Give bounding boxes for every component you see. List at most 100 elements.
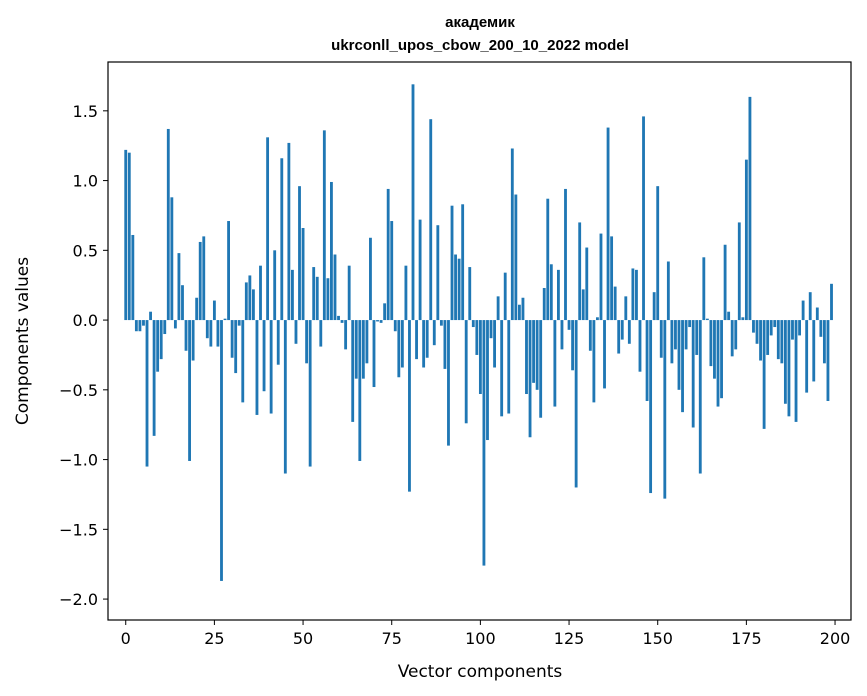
bar [649,320,653,494]
bar [553,320,557,407]
x-axis-label: Vector components [398,662,563,682]
bar [124,149,128,321]
bar [131,234,135,321]
bar [727,311,731,321]
bar [493,320,496,368]
bar [741,317,745,321]
bar [510,148,514,321]
bar [177,253,181,321]
bar [308,320,312,467]
bar [372,320,376,388]
y-axis-label: Components values [13,257,33,425]
bar [716,320,720,407]
bar [432,320,436,346]
bar [556,269,560,321]
bar [720,320,723,399]
bar [454,254,457,321]
x-tick-label: 25 [204,629,224,648]
bar [471,320,475,328]
bar [808,292,812,321]
bar [283,320,287,474]
bar [681,320,684,413]
x-tick-label: 200 [820,629,851,648]
bar [617,320,621,354]
bar [535,320,539,390]
x-tick-label: 50 [293,629,313,648]
bar [528,320,532,438]
bar [812,320,816,382]
y-tick-label: −2.0 [59,590,98,609]
bar [166,128,170,321]
bar [730,320,734,357]
bar [447,320,450,446]
y-tick-label: 1.0 [73,172,98,191]
bar [830,283,833,321]
bar [798,320,801,336]
bar [578,222,582,321]
bar [478,320,482,395]
bar [734,320,738,350]
bar [241,320,245,403]
bar [805,320,809,393]
bar [319,320,323,347]
bar [376,320,379,322]
bar-series [124,84,833,581]
bar [220,320,223,581]
bar [400,320,404,368]
bar [744,159,748,321]
bar [702,257,706,321]
bar [542,287,546,321]
bar [496,296,500,321]
bar [539,320,543,418]
bar [791,320,794,340]
bar [592,320,596,403]
bar [549,264,553,321]
bar [787,320,791,417]
bar [195,297,199,321]
bar [737,222,741,321]
bar [298,186,301,321]
bar [163,320,167,335]
bar [564,188,567,321]
bar [386,188,390,321]
bar [205,320,209,339]
bar [475,320,479,355]
bar [652,292,656,321]
x-tick-label: 175 [731,629,762,648]
bar [773,320,777,328]
bar [500,320,504,417]
bar [666,261,670,321]
bar [181,285,184,321]
bar [333,254,337,321]
bar [769,320,773,336]
bar [408,320,411,492]
bar [322,130,326,321]
bar [560,320,564,350]
bar [251,289,255,321]
bar [145,320,149,467]
bar [209,320,213,347]
bar [227,221,230,321]
bar [248,275,252,321]
bar [159,320,163,360]
bar [801,300,805,321]
bar [461,204,465,321]
y-tick-label: −0.5 [59,381,98,400]
bar [684,320,688,350]
bar [606,127,610,321]
bar [674,320,677,350]
bar [631,268,635,321]
bar [397,320,401,378]
bar [390,221,394,321]
bar [344,320,348,350]
bar [486,320,489,441]
y-tick-label: −1.0 [59,451,98,470]
plot-frame [107,61,852,621]
bar [315,276,319,321]
bar [780,320,784,364]
bar [794,320,798,422]
bar [330,181,333,321]
bar [688,320,692,328]
bar [525,320,528,395]
bar [152,320,156,436]
